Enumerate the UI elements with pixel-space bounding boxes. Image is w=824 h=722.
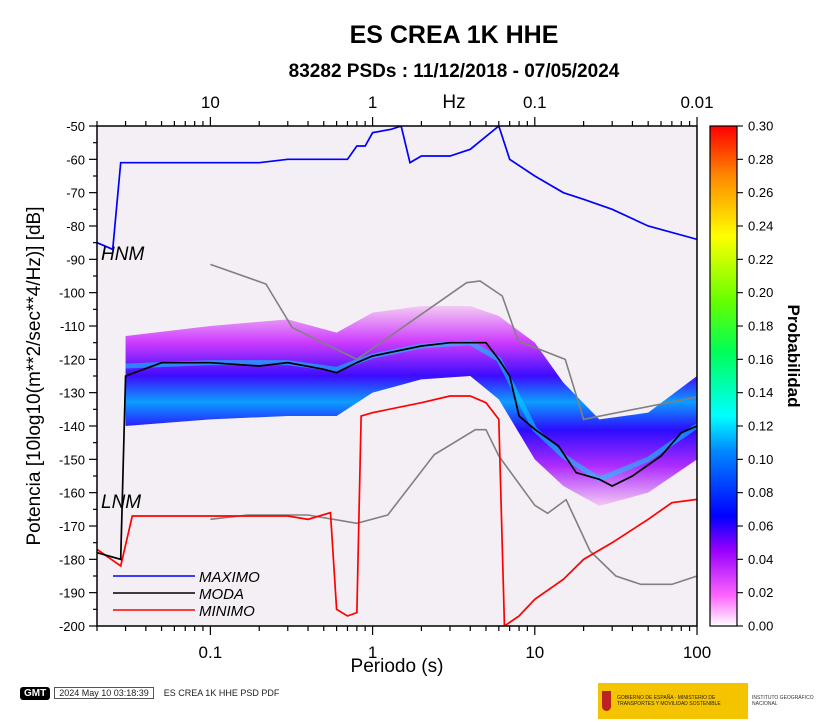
series-line-lnm <box>210 428 697 586</box>
y-axis-label: Potencia [10log10(m**2/sec**4/Hz)] [dB] <box>24 206 45 545</box>
top-tick-label: 0.01 <box>680 93 713 112</box>
colorbar-tick-label: 0.10 <box>748 452 773 467</box>
hnm-label: HNM <box>101 244 144 265</box>
top-tick-label: 1 <box>368 93 377 112</box>
timestamp: 2024 May 10 03:18:39 <box>54 687 154 699</box>
colorbar-label: Probabilidad <box>784 305 803 408</box>
legend-label-maximo: MAXIMO <box>199 569 260 586</box>
legend-label-minimo: MINIMO <box>199 603 255 620</box>
footer-caption: ES CREA 1K HHE PSD PDF <box>163 688 280 698</box>
x-tick-label: 100 <box>683 643 711 662</box>
footer: GMT 2024 May 10 03:18:39 ES CREA 1K HHE … <box>20 685 279 701</box>
colorbar-tick-label: 0.26 <box>748 185 773 200</box>
y-tick-label: -130 <box>59 386 85 401</box>
y-tick-label: -160 <box>59 486 85 501</box>
series-line-hnm <box>210 263 697 421</box>
colorbar-tick-label: 0.04 <box>748 552 773 567</box>
series-line-maximo <box>97 126 697 251</box>
legend: MAXIMO MODA MINIMO <box>113 569 260 620</box>
ministry-text: GOBIERNO DE ESPAÑA · MINISTERIO DE TRANS… <box>617 695 721 707</box>
coat-of-arms-icon <box>602 691 612 711</box>
top-tick-label: 0.1 <box>523 93 547 112</box>
y-tick-label: -80 <box>66 219 85 234</box>
colorbar-tick-label: 0.08 <box>748 485 773 500</box>
y-tick-label: -120 <box>59 352 85 367</box>
colorbar-tick-label: 0.00 <box>748 619 773 634</box>
colorbar-tick-label: 0.24 <box>748 219 773 234</box>
colorbar-tick-label: 0.28 <box>748 152 773 167</box>
y-tick-label: -50 <box>66 119 85 134</box>
x-tick-label: 1 <box>368 643 377 662</box>
y-tick-label: -70 <box>66 186 85 201</box>
y-tick-label: -90 <box>66 252 85 267</box>
ministry-logo: GOBIERNO DE ESPAÑA · MINISTERIO DE TRANS… <box>598 683 748 719</box>
y-tick-label: -170 <box>59 519 85 534</box>
institution-logos: GOBIERNO DE ESPAÑA · MINISTERIO DE TRANS… <box>598 683 818 719</box>
chart-title: ES CREA 1K HHE <box>350 21 559 49</box>
top-axis-unit: Hz <box>442 92 465 113</box>
colorbar-tick-label: 0.16 <box>748 352 773 367</box>
series-line-moda <box>97 341 697 561</box>
colorbar-tick-label: 0.18 <box>748 319 773 334</box>
y-tick-label: -60 <box>66 152 85 167</box>
y-tick-label: -140 <box>59 419 85 434</box>
legend-label-moda: MODA <box>199 586 244 603</box>
x-tick-label: 0.1 <box>199 643 223 662</box>
colorbar-tick-label: 0.14 <box>748 385 773 400</box>
top-tick-label: 10 <box>201 93 220 112</box>
ign-text: INSTITUTO GEOGRÁFICO NACIONAL <box>752 695 814 707</box>
x-axis-label: Periodo (s) <box>351 656 444 677</box>
series-line-minimo <box>97 395 697 626</box>
probability-band-area <box>125 306 697 506</box>
lnm-label: LNM <box>101 492 141 513</box>
chart-subtitle: 83282 PSDs : 11/12/2018 - 07/05/2024 <box>289 61 620 82</box>
colorbar-tick-label: 0.22 <box>748 252 773 267</box>
y-tick-label: -180 <box>59 552 85 567</box>
y-tick-label: -110 <box>60 319 85 334</box>
colorbar-tick-label: 0.12 <box>748 419 773 434</box>
gmt-logo: GMT <box>20 686 51 700</box>
y-tick-label: -200 <box>59 619 85 634</box>
colorbar-tick-label: 0.30 <box>748 119 773 134</box>
colorbar-tick-label: 0.06 <box>748 519 773 534</box>
ign-logo: INSTITUTO GEOGRÁFICO NACIONAL <box>748 683 818 719</box>
colorbar-tick-label: 0.02 <box>748 585 773 600</box>
x-tick-label: 10 <box>525 643 544 662</box>
y-tick-label: -190 <box>59 586 85 601</box>
y-tick-label: -150 <box>59 452 85 467</box>
colorbar <box>709 125 738 627</box>
colorbar-tick-label: 0.20 <box>748 285 773 300</box>
y-tick-label: -100 <box>59 286 85 301</box>
